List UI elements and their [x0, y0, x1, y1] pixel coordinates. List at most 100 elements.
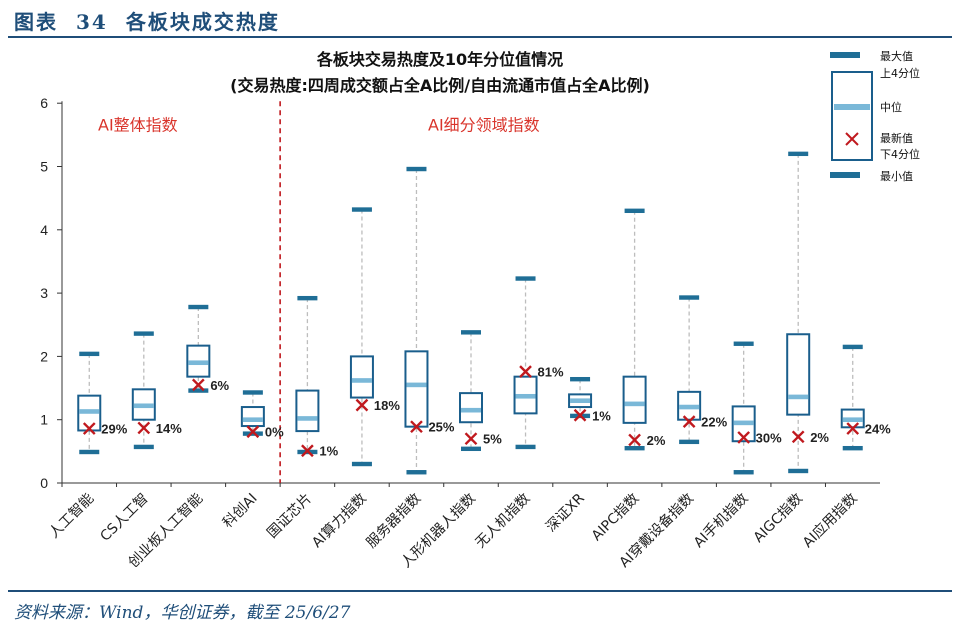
min-cap	[188, 388, 209, 393]
legend-median-label: 中位	[880, 100, 902, 114]
max-cap	[461, 330, 481, 335]
iqr-box	[786, 333, 811, 416]
median-bar	[351, 378, 372, 383]
max-cap	[788, 151, 809, 157]
y-tick-label: 6	[40, 95, 48, 111]
percentile-label: 2%	[810, 430, 829, 445]
min-cap	[406, 470, 427, 475]
latest-marker	[737, 431, 751, 444]
median-bar	[406, 382, 427, 388]
median-bar	[461, 407, 481, 413]
median-bar	[788, 394, 809, 400]
max-cap	[624, 208, 645, 214]
x-tick-label: 深证XR	[543, 490, 588, 535]
iqr-box	[404, 350, 429, 428]
median-bar	[679, 404, 700, 410]
max-cap	[733, 341, 754, 346]
legend-latest-swatch	[845, 132, 859, 146]
y-tick-label: 2	[40, 348, 48, 364]
max-cap	[515, 276, 536, 281]
median-bar	[515, 393, 536, 399]
percentile-label: 25%	[428, 420, 454, 435]
percentile-label: 24%	[865, 422, 891, 437]
y-tick-label: 1	[40, 412, 48, 428]
latest-marker	[410, 420, 423, 434]
legend-min-swatch	[830, 172, 860, 178]
latest-marker	[82, 422, 96, 435]
min-cap	[842, 445, 863, 451]
iqr-box	[240, 406, 265, 428]
source-note: 资料来源：Wind，华创证券，截至 25/6/27	[14, 603, 351, 623]
latest-marker	[791, 430, 805, 444]
min-cap	[461, 446, 481, 452]
max-cap	[570, 376, 591, 382]
min-cap	[133, 444, 154, 450]
percentile-label: 81%	[538, 365, 564, 380]
percentile-label: 1%	[319, 444, 338, 459]
y-tick-label: 0	[40, 475, 48, 491]
chart-title: 各板块交易热度及10年分位值情况	[316, 50, 563, 69]
max-cap	[242, 390, 263, 395]
x-tick-label: 科创AI	[220, 491, 261, 532]
min-cap	[679, 439, 700, 445]
latest-marker	[246, 425, 260, 439]
latest-marker	[573, 408, 587, 422]
legend-q1-label: 下4分位	[880, 147, 920, 161]
legend-q3-label: 上4分位	[880, 66, 920, 80]
percentile-label: 22%	[701, 415, 727, 430]
max-cap	[297, 295, 318, 301]
legend-median-swatch	[834, 104, 870, 110]
figure-label: 图表	[14, 10, 58, 34]
figure-number: 34	[76, 10, 108, 34]
max-cap	[188, 304, 209, 310]
boxplot-chart: 各板块交易热度及10年分位值情况 (交易热度:四周成交额占全A比例/自由流通市值占…	[40, 49, 920, 571]
x-tick-label: 人工智能	[46, 491, 97, 542]
min-cap	[624, 445, 645, 451]
median-bar	[297, 416, 318, 421]
min-cap	[242, 431, 263, 436]
max-cap	[79, 351, 100, 357]
x-tick-label: AI算力指数	[309, 491, 370, 552]
min-cap	[351, 461, 372, 467]
median-bar	[79, 409, 100, 414]
iqr-box	[459, 392, 483, 424]
figure-title: 图表 34 各板块成交热度	[14, 6, 298, 35]
chart-subtitle: (交易热度:四周成交额占全A比例/自由流通市值占全A比例)	[230, 76, 650, 95]
median-bar	[624, 401, 645, 407]
x-tick-label: AI应用指数	[799, 490, 860, 551]
min-cap	[79, 449, 100, 455]
latest-marker	[137, 421, 151, 435]
median-bar	[133, 403, 154, 409]
percentile-label: 14%	[156, 421, 182, 436]
max-cap	[679, 295, 700, 300]
max-cap	[406, 166, 427, 172]
latest-marker	[464, 432, 478, 446]
percentile-label: 5%	[483, 432, 502, 447]
group-label-overall: AI整体指数	[98, 116, 178, 135]
median-bar	[242, 417, 263, 422]
iqr-box	[622, 375, 647, 424]
percentile-label: 18%	[374, 398, 400, 413]
y-tick-label: 4	[40, 222, 48, 238]
legend-min-label: 最小值	[880, 170, 913, 183]
latest-marker	[628, 433, 641, 447]
median-bar	[570, 398, 591, 404]
latest-marker	[191, 378, 205, 392]
percentile-label: 6%	[210, 378, 229, 393]
legend-max-swatch	[830, 52, 860, 58]
top-rule	[8, 36, 952, 38]
latest-marker	[519, 365, 532, 378]
figure-title-text: 各板块成交热度	[125, 10, 280, 34]
latest-marker	[682, 415, 696, 428]
legend-latest-label: 最新值	[880, 131, 913, 145]
median-bar	[842, 417, 863, 422]
min-cap	[788, 468, 809, 474]
x-tick-label: 国证芯片	[264, 491, 315, 542]
x-tick-label: AIGC指数	[751, 491, 806, 546]
y-tick-label: 3	[40, 285, 48, 301]
percentile-label: 29%	[101, 422, 127, 437]
latest-marker	[301, 444, 314, 458]
legend-max-label: 最大值	[880, 49, 913, 63]
latest-marker	[355, 398, 369, 412]
median-bar	[733, 420, 754, 426]
